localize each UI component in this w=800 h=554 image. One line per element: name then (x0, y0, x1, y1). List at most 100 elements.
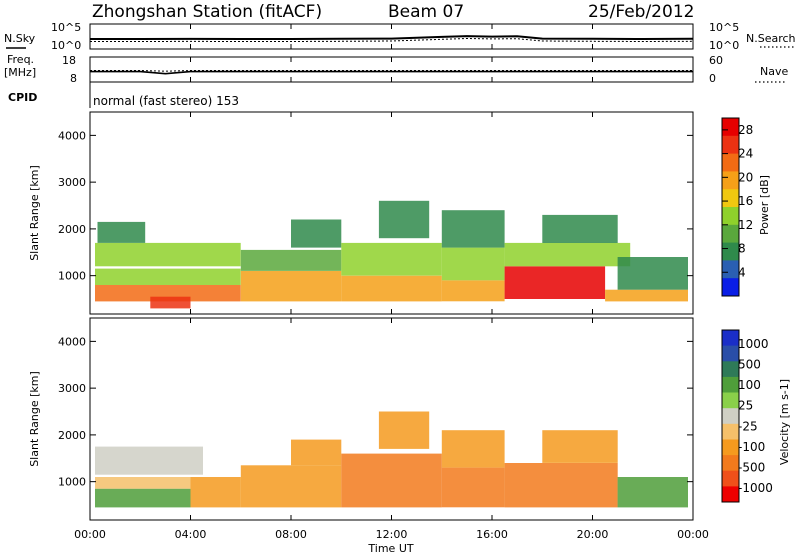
power-colorbar-band (722, 278, 739, 297)
power-region-17 (605, 289, 688, 302)
cpid-panel: CPID normal (fast stereo) 153 (8, 82, 239, 108)
power-region-1 (95, 268, 241, 285)
power-region-12 (441, 247, 505, 281)
velocity-y-tick-label: 1000 (58, 476, 86, 489)
power-colorbar-band (722, 171, 739, 190)
nsky-left-tick-top: 10^5 (51, 21, 81, 34)
power-region-13 (441, 210, 505, 248)
cpid-text: normal (fast stereo) 153 (93, 94, 239, 108)
velocity-colorbar-band (722, 376, 739, 393)
power-colorbar-band (722, 135, 739, 155)
velocity-colorbar-tick: -1000 (738, 481, 773, 495)
power-region-15 (504, 242, 631, 267)
velocity-y-ticks: 1000 2000 3000 4000 (58, 335, 693, 489)
nsearch-series-line (90, 37, 694, 43)
date-label: 25/Feb/2012 (588, 2, 694, 22)
time-x-ticks: 00:00 04:00 08:00 12:00 16:00 20:00 00:00 (74, 24, 709, 541)
power-colorbar-band (722, 260, 739, 279)
velocity-colorbar-tick: -25 (738, 419, 758, 433)
power-y-tick-label: 1000 (58, 270, 86, 283)
nsky-right-tick-top: 10^5 (709, 21, 739, 34)
nave-right-tick-top: 60 (709, 54, 723, 67)
velocity-colorbar: 1000 500 100 25 -25 -100 -500 -1000 (721, 329, 773, 503)
power-y-ticks: 1000 2000 3000 4000 (58, 129, 693, 283)
nave-right-tick-bottom: 0 (709, 72, 716, 85)
power-region-11 (441, 280, 505, 302)
velocity-region-7 (378, 411, 430, 449)
power-region-10 (378, 200, 430, 239)
power-region-7 (291, 219, 342, 248)
velocity-region-5 (291, 439, 342, 466)
x-tick-label: 12:00 (376, 528, 408, 541)
power-y-tick-label: 3000 (58, 176, 86, 189)
nsky-left-tick-bottom: 10^0 (51, 39, 81, 52)
velocity-colorbar-band (722, 330, 739, 347)
velocity-colorbar-band (722, 345, 739, 362)
velocity-y-tick-label: 3000 (58, 382, 86, 395)
velocity-colorbar-tick: -100 (738, 440, 765, 454)
power-colorbar-tick: 12 (738, 218, 753, 232)
power-region-18 (617, 257, 688, 290)
station-title: Zhongshan Station (fitACF) (92, 2, 322, 22)
nave-label: Nave (760, 65, 788, 78)
power-colorbar: 4 8 12 16 20 24 28 (721, 117, 753, 297)
velocity-colorbar-tick: 25 (738, 399, 753, 413)
power-panel: 1000 2000 3000 4000 Slant Range [km] 4 8 12 16… (28, 111, 771, 315)
velocity-region-9 (441, 430, 505, 468)
velocity-region-0 (95, 488, 191, 508)
freq-series-line (90, 70, 693, 75)
power-colorbar-band (722, 118, 739, 137)
nsky-right-tick-bottom: 10^0 (709, 39, 739, 52)
velocity-region-8 (441, 467, 505, 508)
x-axis-label: Time UT (367, 542, 413, 554)
x-tick-label: 16:00 (476, 528, 508, 541)
freq-left-tick-bottom: 8 (70, 72, 77, 85)
x-tick-label: 20:00 (577, 528, 609, 541)
power-colorbar-band (722, 153, 739, 172)
velocity-colorbar-frame (721, 329, 740, 503)
power-colorbar-band (722, 189, 739, 208)
power-region-5 (240, 271, 342, 302)
velocity-colorbar-band (722, 361, 739, 378)
freq-left-tick-top: 18 (62, 54, 76, 67)
power-region-9 (341, 242, 442, 276)
power-y-tick-label: 2000 (58, 223, 86, 236)
velocity-colorbar-tick: 100 (738, 378, 761, 392)
nsky-label: N.Sky (4, 32, 36, 45)
velocity-region-2 (95, 446, 203, 475)
power-region-0 (95, 285, 241, 302)
power-region-16 (542, 214, 618, 243)
freq-label: Freq. (7, 53, 34, 66)
velocity-colorbar-tick: 500 (738, 358, 761, 372)
velocity-region-10 (504, 463, 618, 508)
power-region-14 (504, 266, 606, 299)
velocity-colorbar-band (722, 455, 739, 472)
power-y-tick-label: 4000 (58, 129, 86, 142)
velocity-colorbar-band (722, 423, 739, 440)
power-colorbar-tick: 8 (738, 242, 746, 256)
power-region-6 (240, 249, 342, 271)
nave-series-line (90, 70, 693, 72)
power-y-axis-label: Slant Range [km] (28, 165, 41, 261)
power-region-4 (150, 296, 191, 309)
velocity-region-1 (95, 477, 191, 489)
velocity-colorbar-tick: 1000 (738, 337, 769, 351)
freq-panel: Freq. [MHz] 18 8 60 0 Nave (4, 53, 788, 85)
power-colorbar-frame (721, 117, 740, 297)
velocity-panel: 1000 2000 3000 4000 Slant Range [km] 1000 50… (28, 317, 791, 521)
velocity-colorbar-tick: -500 (738, 460, 765, 474)
power-colorbar-tick: 16 (738, 194, 753, 208)
velocity-region-12 (617, 477, 688, 508)
power-heatmap-cells (95, 200, 688, 309)
power-colorbar-band (722, 207, 739, 226)
power-colorbar-tick: 4 (738, 265, 746, 279)
cpid-label: CPID (8, 91, 37, 104)
velocity-y-axis-label: Slant Range [km] (28, 371, 41, 467)
nsky-series-line (90, 35, 694, 41)
velocity-colorbar-band (722, 392, 739, 409)
nsearch-label: N.Search (746, 32, 796, 45)
velocity-region-4 (240, 465, 342, 508)
velocity-y-tick-label: 2000 (58, 429, 86, 442)
power-colorbar-tick: 20 (738, 170, 753, 184)
